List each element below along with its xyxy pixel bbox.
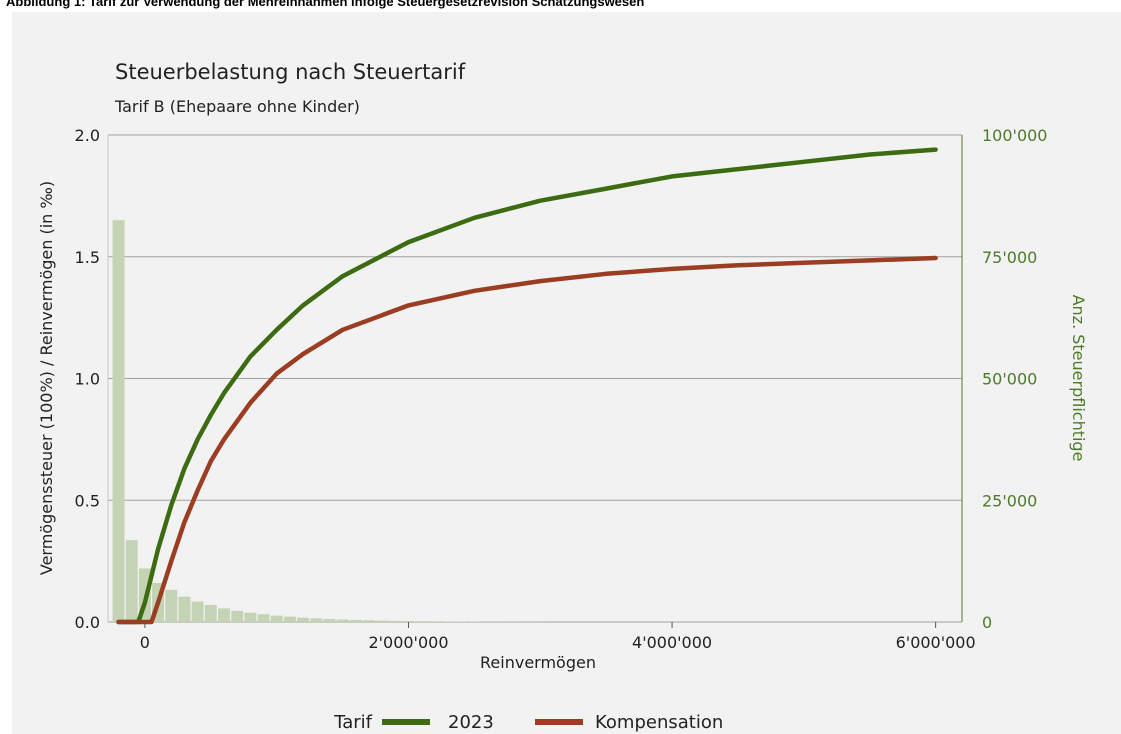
y-tick-label: 2.0 — [75, 126, 100, 145]
histogram-bar — [389, 620, 402, 622]
chart-title: Steuerbelastung nach Steuertarif — [115, 60, 466, 84]
y-right-tick-label: 75'000 — [982, 248, 1037, 267]
y-right-tick-label: 0 — [982, 613, 992, 632]
histogram-bar — [428, 621, 441, 622]
y-axis-label: Vermögenssteuer (100%) / Reinvermögen (i… — [37, 181, 56, 575]
histogram-bar — [323, 618, 336, 622]
histogram-bar — [244, 612, 257, 622]
y-right-tick-label: 100'000 — [982, 126, 1047, 145]
x-tick-label: 6'000'000 — [896, 633, 976, 652]
y-right-tick-label: 50'000 — [982, 370, 1037, 389]
histogram-bar — [125, 540, 138, 622]
y-tick-label: 1.5 — [75, 248, 100, 267]
histogram-layer — [112, 220, 547, 622]
legend-label-2023: 2023 — [448, 712, 494, 733]
legend-title: Tarif — [333, 712, 372, 733]
histogram-bar — [376, 620, 389, 622]
histogram-bar — [257, 614, 270, 622]
histogram-bar — [270, 615, 283, 622]
series-line-kompensation — [116, 255, 938, 625]
histogram-bar — [442, 621, 455, 622]
chart-subtitle: Tarif B (Ehepaare ohne Kinder) — [114, 97, 360, 116]
series-line-2023 — [116, 147, 938, 625]
x-axis-label: Reinvermögen — [480, 653, 596, 672]
lines-layer — [116, 147, 938, 625]
histogram-bar — [231, 610, 244, 622]
legend-label-kompensation: Kompensation — [595, 712, 723, 733]
histogram-bar — [362, 620, 375, 622]
histogram-bar — [349, 619, 362, 622]
y-tick-label: 1.0 — [75, 370, 100, 389]
y-tick-label: 0.5 — [75, 491, 100, 510]
histogram-bar — [178, 596, 191, 622]
figure-caption: Abbildung 1: Tarif zur Verwendung der Me… — [6, 0, 645, 9]
legend: Tarif 2023 Kompensation — [333, 712, 723, 733]
histogram-bar — [191, 601, 204, 622]
y-tick-label: 0.0 — [75, 613, 100, 632]
y-right-tick-label: 25'000 — [982, 491, 1037, 510]
histogram-bar — [112, 220, 125, 622]
histogram-bar — [297, 617, 310, 622]
axes-layer: 0.0 0.5 1.0 1.5 2.0 0 25'000 50'000 75'000 100'00… — [75, 126, 1048, 652]
histogram-bar — [310, 618, 323, 622]
histogram-bar — [415, 621, 428, 622]
histogram-bar — [402, 620, 415, 622]
x-tick-label: 2'000'000 — [368, 633, 448, 652]
histogram-bar — [204, 604, 217, 622]
x-tick-label: 4'000'000 — [632, 633, 712, 652]
histogram-bar — [283, 616, 296, 622]
histogram-bar — [217, 608, 230, 622]
y-axis-right-label: Anz. Steuerpflichtige — [1069, 295, 1088, 462]
histogram-bar — [165, 589, 178, 622]
x-tick-label: 0 — [140, 633, 150, 652]
histogram-bar — [336, 619, 349, 622]
